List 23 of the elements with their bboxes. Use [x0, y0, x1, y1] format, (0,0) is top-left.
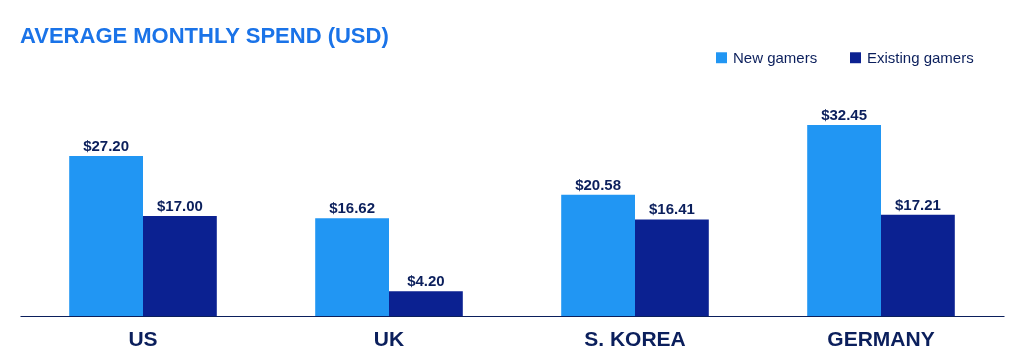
bar [69, 155, 143, 316]
data-label: $27.20 [83, 136, 130, 154]
data-label: $32.45 [821, 106, 868, 123]
data-label: $4.20 [407, 272, 445, 290]
data-label: $17.21 [894, 195, 941, 213]
bar [389, 291, 463, 316]
data-label: $16.62 [329, 199, 376, 217]
x-tick-label: UK [373, 326, 405, 350]
legend-label: New gamers [733, 48, 818, 66]
data-label: $20.58 [575, 175, 622, 193]
bar [635, 219, 709, 316]
bar [143, 215, 217, 316]
data-label: $16.41 [648, 200, 695, 218]
data-label: $17.00 [156, 196, 203, 214]
x-tick-label: US [128, 326, 158, 350]
bar [561, 194, 635, 316]
legend-label: Existing gamers [867, 48, 974, 66]
bar [881, 214, 955, 316]
bar [807, 125, 881, 316]
x-tick-label: GERMANY [827, 326, 935, 350]
bar [315, 218, 389, 316]
chart-title: AVERAGE MONTHLY SPEND (USD) [20, 23, 389, 48]
x-tick-label: S. KOREA [584, 326, 686, 350]
